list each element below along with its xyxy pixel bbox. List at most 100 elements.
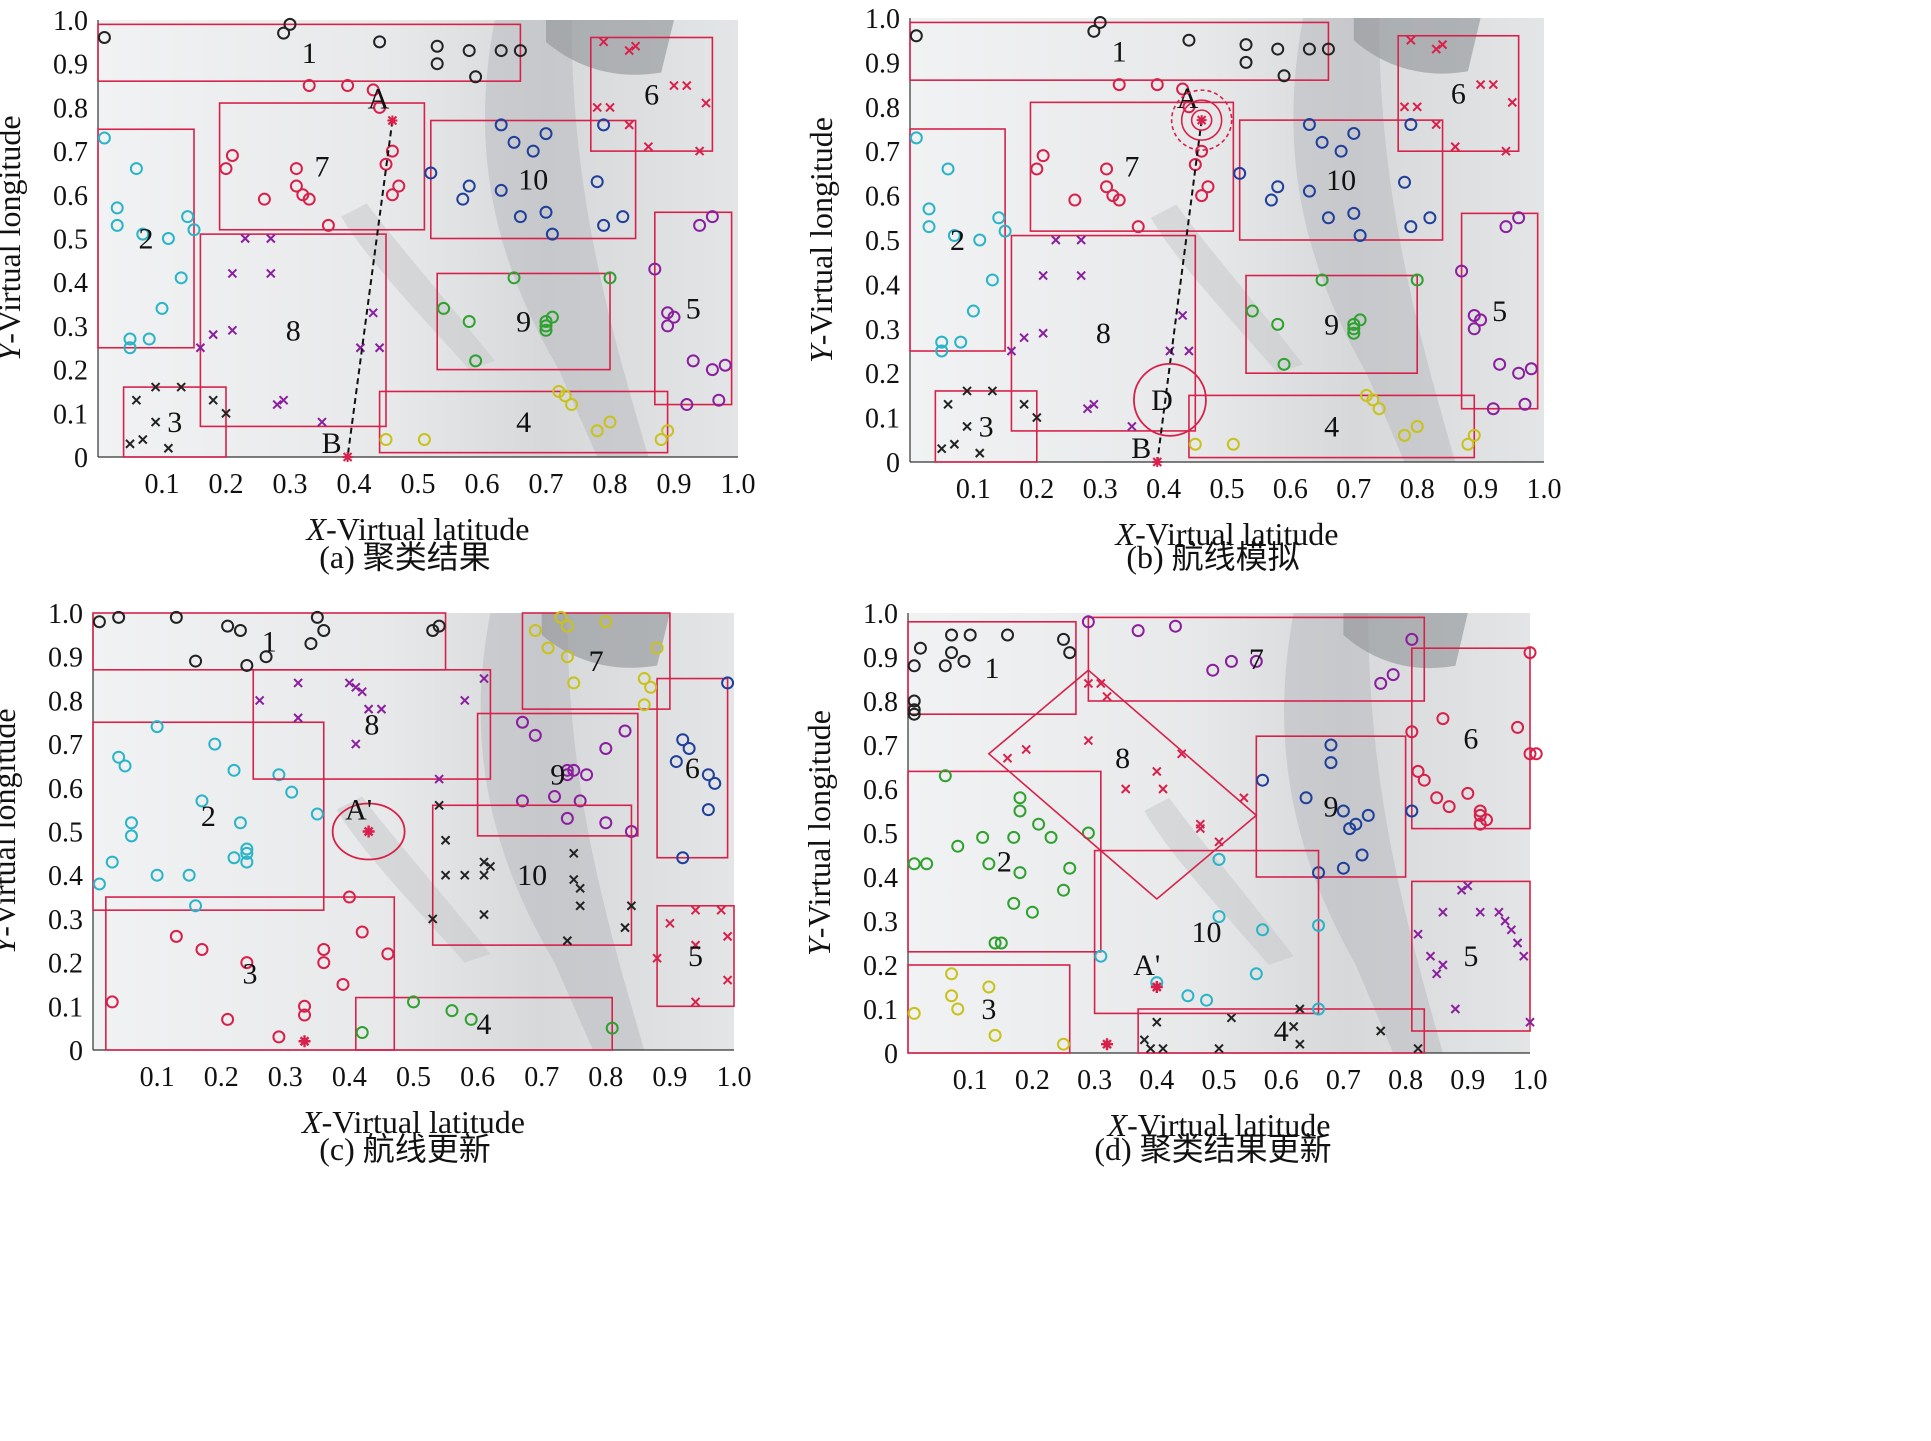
data-point: [1437, 39, 1448, 50]
cluster-box: [199, 233, 387, 428]
y-tick-label: 0.3: [863, 907, 898, 938]
data-point: [187, 223, 201, 237]
cluster-box: [907, 620, 1077, 715]
data-point: [129, 162, 143, 176]
cluster-box: [218, 102, 426, 231]
x-tick-label: 0.9: [1450, 1065, 1485, 1096]
data-point: [603, 271, 617, 285]
data-point: [624, 45, 634, 56]
cluster-label: 5: [686, 292, 701, 325]
cluster-box: [97, 23, 522, 82]
data-point: [637, 672, 651, 686]
cluster-label: 7: [315, 150, 330, 183]
data-point: [1195, 189, 1209, 203]
data-point: [567, 676, 581, 690]
data-point: [1076, 235, 1086, 245]
y-tick-label: 0.8: [53, 93, 88, 124]
data-point: [548, 790, 562, 804]
route-endpoint-label: B: [1131, 432, 1151, 465]
y-axis-title: Y-Virtual longitude: [803, 117, 839, 363]
cluster-label: 4: [516, 406, 531, 439]
data-point: [1302, 42, 1316, 56]
data-point: [1499, 220, 1513, 234]
cluster-box: [1411, 647, 1531, 830]
cluster-label: 8: [1115, 742, 1130, 775]
data-point: [1398, 175, 1412, 189]
data-point: [118, 759, 132, 773]
data-point: [1212, 910, 1226, 924]
data-point: [962, 386, 972, 396]
data-point: [169, 610, 183, 624]
data-point: [1081, 615, 1095, 629]
data-point: [385, 188, 399, 202]
data-point: [618, 724, 632, 738]
data-point: [1321, 42, 1335, 56]
data-point: [1474, 313, 1488, 327]
data-point: [289, 162, 303, 176]
cluster-box: [1188, 394, 1476, 459]
data-point: [379, 157, 393, 171]
data-point: [163, 443, 174, 453]
data-point: [304, 637, 318, 651]
cluster-1: 1: [907, 620, 1077, 721]
data-point: [432, 619, 446, 633]
data-point: [1094, 949, 1108, 963]
cluster-box: [1093, 849, 1320, 1015]
data-point: [381, 947, 395, 961]
cluster-label: 2: [950, 224, 965, 257]
data-point: [302, 192, 316, 206]
data-point: [221, 619, 235, 633]
data-point: [293, 678, 303, 688]
data-point: [266, 268, 276, 279]
data-point: [1245, 304, 1259, 318]
cluster-label: 6: [644, 78, 659, 111]
data-point: [208, 737, 222, 751]
data-point: [909, 131, 923, 145]
data-point: [373, 100, 387, 114]
cluster-label: 3: [167, 406, 182, 439]
data-point: [701, 803, 715, 817]
data-point: [1044, 830, 1058, 844]
data-point: [227, 325, 238, 335]
data-point: [1224, 654, 1238, 668]
data-point: [1302, 184, 1316, 198]
data-point: [1461, 786, 1475, 800]
data-point: [1523, 747, 1537, 761]
y-tick-label: 0.2: [48, 949, 83, 980]
data-point: [124, 829, 138, 843]
data-point: [975, 448, 985, 458]
data-point: [1376, 1026, 1386, 1036]
cluster-label: 8: [286, 314, 301, 347]
x-tick-label: 0.7: [524, 1062, 559, 1093]
data-point: [310, 807, 324, 821]
data-point: [1057, 1037, 1070, 1051]
y-tick-label: 0.8: [865, 93, 900, 124]
data-point: [1038, 328, 1048, 338]
data-point: [907, 857, 921, 871]
data-point: [189, 899, 203, 913]
cluster-8: 8: [1006, 234, 1197, 432]
cluster-10: 10: [1233, 118, 1444, 243]
y-tick-label: 0.1: [48, 992, 83, 1023]
x-tick-label: 0.5: [1202, 1065, 1237, 1096]
data-point: [1271, 180, 1285, 194]
data-point: [936, 443, 947, 454]
data-point: [1002, 753, 1013, 763]
cloud-band: [1144, 797, 1294, 965]
cluster-box: [92, 721, 325, 911]
y-tick-label: 0.9: [48, 643, 83, 674]
data-point: [545, 310, 559, 324]
data-point: [363, 704, 374, 714]
data-point: [922, 220, 936, 234]
data-point: [1438, 960, 1448, 970]
data-point: [1032, 412, 1042, 423]
data-point: [605, 102, 615, 113]
data-point: [701, 768, 715, 782]
x-tick-label: 0.8: [1388, 1065, 1423, 1096]
cluster-6: 6: [656, 676, 735, 865]
data-point: [1120, 784, 1131, 794]
annotation-label: D: [1151, 384, 1173, 417]
data-point: [528, 728, 542, 742]
data-point: [1206, 663, 1220, 677]
data-point: [1347, 322, 1361, 336]
